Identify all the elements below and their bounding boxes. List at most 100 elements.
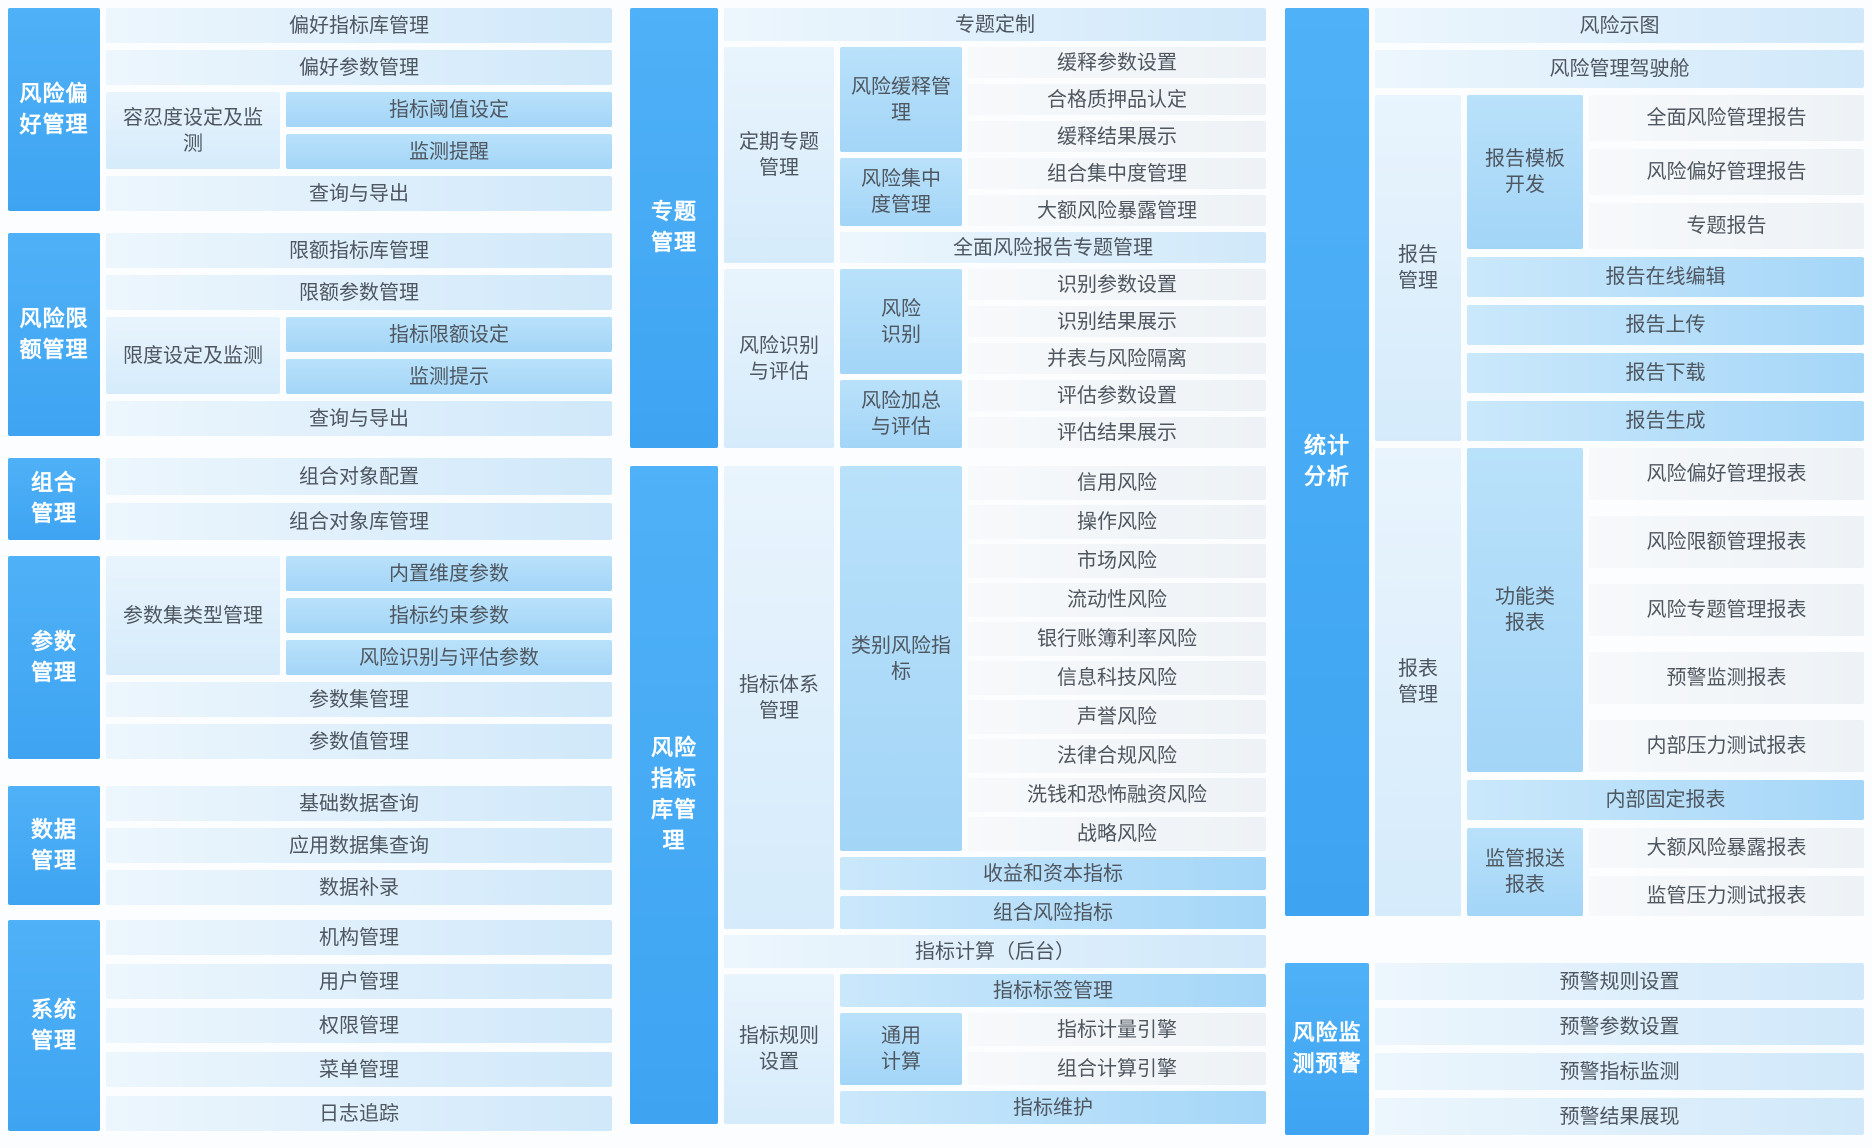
node-cell: 报告 管理 — [1375, 95, 1461, 441]
node-cell: 全面风险报告专题管理 — [840, 232, 1266, 263]
node-cell: 组合对象库管理 — [106, 503, 612, 540]
node-cell: 专题报告 — [1589, 203, 1864, 249]
node-cell: 大额风险暴露管理 — [968, 195, 1266, 226]
node-cell: 报表 管理 — [1375, 448, 1461, 916]
node-cell: 查询与导出 — [106, 176, 612, 211]
node-cell: 识别结果展示 — [968, 306, 1266, 337]
node-cell: 信息科技风险 — [968, 661, 1266, 695]
concentration-block: 风险集中 度管理 组合集中度管理 大额风险暴露管理 — [840, 158, 1266, 226]
node-cell: 定期专题 管理 — [724, 47, 834, 263]
regulatory-sheets-block: 监管报送 报表 大额风险暴露报表 监管压力测试报表 — [1467, 828, 1864, 916]
node-cell: 容忍度设定及监 测 — [106, 92, 280, 169]
group-statistics: 统计 分析 风险示图 风险管理驾驶舱 报告 管理 报告模板 开发 全面风险管理报… — [1285, 8, 1864, 916]
node-cell: 风险限额管理报表 — [1589, 516, 1864, 568]
node-cell: 缓释参数设置 — [968, 47, 1266, 78]
node-cell: 风险缓释管 理 — [840, 47, 962, 152]
node-cell: 基础数据查询 — [106, 786, 612, 821]
category-risk-block: 类别风险指 标 信用风险 操作风险 市场风险 流动性风险 银行账簿利率风险 信息… — [840, 466, 1266, 851]
node-cell: 通用 计算 — [840, 1013, 962, 1085]
node-cell: 日志追踪 — [106, 1096, 612, 1131]
node-cell: 权限管理 — [106, 1008, 612, 1043]
node-cell: 风险示图 — [1375, 8, 1864, 43]
node-cell: 全面风险管理报告 — [1589, 95, 1864, 141]
node-cell: 风险加总 与评估 — [840, 380, 962, 448]
node-cell: 风险管理驾驶舱 — [1375, 50, 1864, 88]
node-cell: 识别参数设置 — [968, 269, 1266, 300]
mitigation-block: 风险缓释管 理 缓释参数设置 合格质押品认定 缓释结果展示 — [840, 47, 1266, 152]
node-cell: 操作风险 — [968, 505, 1266, 539]
indicator-system-block: 指标体系 管理 类别风险指 标 信用风险 操作风险 市场风险 流动性风险 银行账… — [724, 466, 1266, 929]
node-cell: 监测提醒 — [286, 134, 612, 169]
node-cell: 类别风险指 标 — [840, 466, 962, 851]
node-cell: 指标阈值设定 — [286, 92, 612, 127]
node-cell: 风险专题管理报表 — [1589, 584, 1864, 636]
node-cell: 指标限额设定 — [286, 317, 612, 352]
group-special-topic-header: 专题 管理 — [630, 8, 718, 448]
node-cell: 风险集中 度管理 — [840, 158, 962, 226]
group-risk-monitor-warning: 风险监 测预警 预警规则设置 预警参数设置 预警指标监测 预警结果展现 — [1285, 963, 1864, 1135]
group-risk-preference-header: 风险偏 好管理 — [8, 8, 100, 211]
merged-row: 参数集类型管理 内置维度参数 指标约束参数 风险识别与评估参数 — [106, 556, 612, 675]
node-cell: 预警结果展现 — [1375, 1098, 1864, 1135]
sheet-mgmt-block: 报表 管理 功能类 报表 风险偏好管理报表 风险限额管理报表 风险专题管理报表 … — [1375, 448, 1864, 916]
common-calc-block: 通用 计算 指标计量引擎 组合计算引擎 — [840, 1013, 1266, 1085]
node-cell: 预警规则设置 — [1375, 963, 1864, 1000]
node-cell: 评估参数设置 — [968, 380, 1266, 411]
node-cell: 报告下载 — [1467, 353, 1864, 393]
node-cell: 应用数据集查询 — [106, 828, 612, 863]
node-cell: 限度设定及监测 — [106, 317, 280, 394]
node-cell: 参数集管理 — [106, 682, 612, 717]
node-cell: 菜单管理 — [106, 1052, 612, 1087]
node-cell: 监测提示 — [286, 359, 612, 394]
node-cell: 组合集中度管理 — [968, 158, 1266, 189]
node-cell: 收益和资本指标 — [840, 857, 1266, 890]
node-cell: 风险 识别 — [840, 269, 962, 374]
node-cell: 偏好指标库管理 — [106, 8, 612, 43]
node-cell: 战略风险 — [968, 817, 1266, 851]
node-cell: 风险偏好管理报告 — [1589, 149, 1864, 195]
node-cell: 风险偏好管理报表 — [1589, 448, 1864, 500]
merged-row: 限度设定及监测 指标限额设定 监测提示 — [106, 317, 612, 394]
node-cell: 市场风险 — [968, 544, 1266, 578]
node-cell: 并表与风险隔离 — [968, 343, 1266, 374]
group-data-header: 数据 管理 — [8, 786, 100, 905]
node-cell: 组合计算引擎 — [968, 1052, 1266, 1085]
group-special-topic: 专题 管理 专题定制 定期专题 管理 风险缓释管 理 缓释参数设置 合格质押品认… — [630, 8, 1266, 448]
merged-row: 容忍度设定及监 测 指标阈值设定 监测提醒 — [106, 92, 612, 169]
periodic-topic-block: 定期专题 管理 风险缓释管 理 缓释参数设置 合格质押品认定 缓释结果展示 风险… — [724, 47, 1266, 263]
node-cell: 风险识别 与评估 — [724, 269, 834, 448]
functional-sheets-block: 功能类 报表 风险偏好管理报表 风险限额管理报表 风险专题管理报表 预警监测报表… — [1467, 448, 1864, 772]
node-cell: 内部固定报表 — [1467, 780, 1864, 820]
node-cell: 监管报送 报表 — [1467, 828, 1583, 916]
node-cell: 参数集类型管理 — [106, 556, 280, 675]
node-cell: 组合对象配置 — [106, 458, 612, 495]
node-cell: 指标计量引擎 — [968, 1013, 1266, 1046]
group-parameter: 参数 管理 参数集类型管理 内置维度参数 指标约束参数 风险识别与评估参数 参数… — [8, 556, 612, 759]
node-cell: 报告在线编辑 — [1467, 257, 1864, 297]
node-cell: 风险识别与评估参数 — [286, 640, 612, 675]
node-cell: 指标标签管理 — [840, 974, 1266, 1007]
group-indicator-library-header: 风险 指标 库管 理 — [630, 466, 718, 1124]
report-template-block: 报告模板 开发 全面风险管理报告 风险偏好管理报告 专题报告 — [1467, 95, 1864, 249]
group-portfolio-header: 组合 管理 — [8, 458, 100, 540]
node-cell: 组合风险指标 — [840, 896, 1266, 929]
node-cell: 缓释结果展示 — [968, 121, 1266, 152]
aggregation-block: 风险加总 与评估 评估参数设置 评估结果展示 — [840, 380, 1266, 448]
node-cell: 监管压力测试报表 — [1589, 876, 1864, 916]
group-data: 数据 管理 基础数据查询 应用数据集查询 数据补录 — [8, 786, 612, 905]
node-cell: 银行账簿利率风险 — [968, 622, 1266, 656]
node-cell: 预警指标监测 — [1375, 1053, 1864, 1090]
node-cell: 指标体系 管理 — [724, 466, 834, 929]
node-cell: 预警参数设置 — [1375, 1008, 1864, 1045]
group-risk-limit: 风险限 额管理 限额指标库管理 限额参数管理 限度设定及监测 指标限额设定 监测… — [8, 233, 612, 436]
node-cell: 限额指标库管理 — [106, 233, 612, 268]
risk-identify-block: 风险识别 与评估 风险 识别 识别参数设置 识别结果展示 并表与风险隔离 风险加… — [724, 269, 1266, 448]
group-system-header: 系统 管理 — [8, 920, 100, 1131]
node-cell: 专题定制 — [724, 8, 1266, 41]
node-cell: 内置维度参数 — [286, 556, 612, 591]
node-cell: 数据补录 — [106, 870, 612, 905]
node-cell: 信用风险 — [968, 466, 1266, 500]
node-cell: 参数值管理 — [106, 724, 612, 759]
indicator-rule-block: 指标规则 设置 指标标签管理 通用 计算 指标计量引擎 组合计算引擎 指标维护 — [724, 974, 1266, 1124]
